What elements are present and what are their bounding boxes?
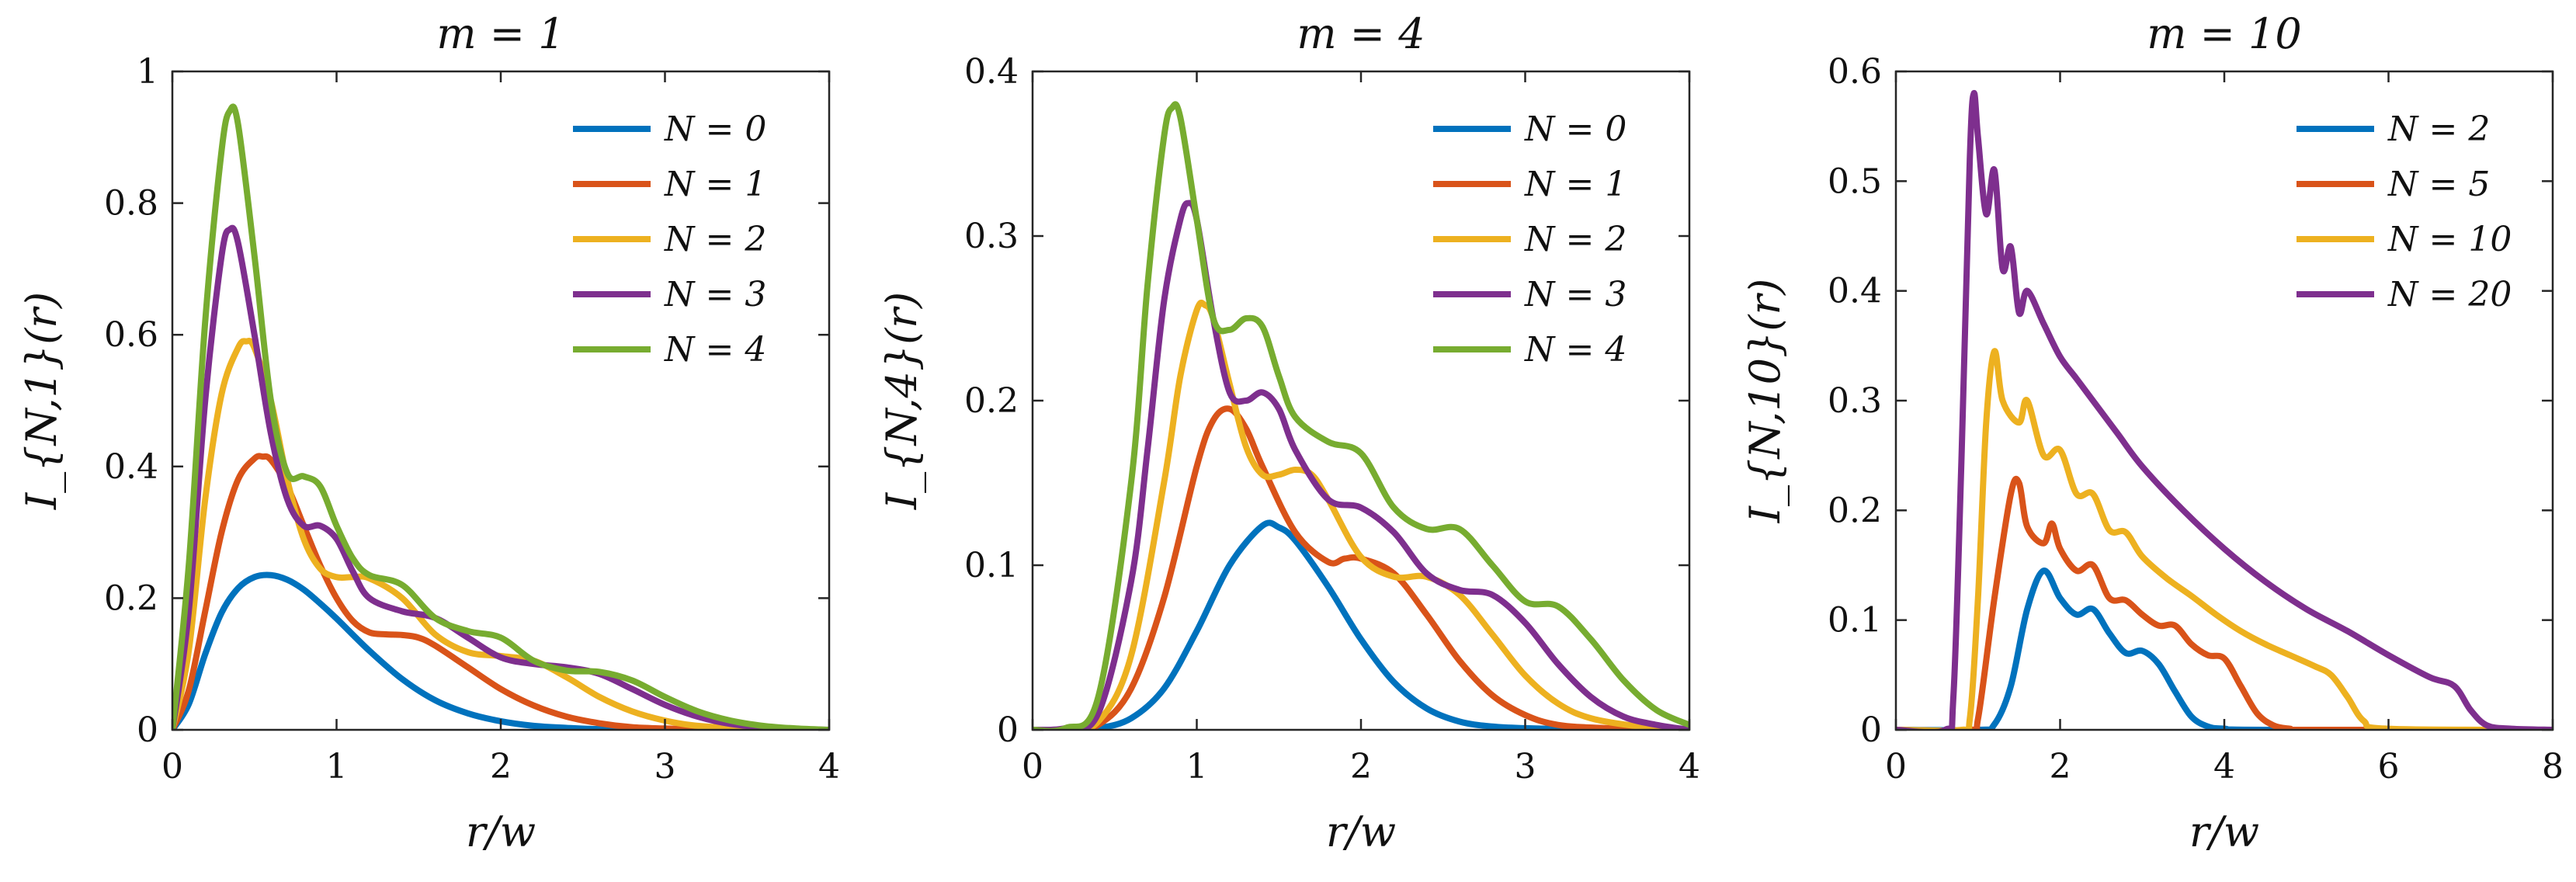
legend-label: N = 0 <box>1524 109 1626 149</box>
series-line-n-1 <box>172 453 829 730</box>
y-tick-label: 0.4 <box>964 52 1019 92</box>
series-line-n-20 <box>1896 90 2553 730</box>
x-tick-label: 3 <box>654 747 676 787</box>
x-tick-label: 4 <box>1679 747 1700 787</box>
y-axis-label: I_{N,1}(r) <box>17 292 66 510</box>
series-line-n-10 <box>1896 348 2553 730</box>
legend-label: N = 0 <box>664 109 766 149</box>
chart-title: m = 1 <box>436 9 564 58</box>
chart-panel-2: 0 1 2 3 4 0 0.1 0.2 0.3 0.4 m = 4 r/w I_{N,4}(r) N = … <box>877 9 1700 856</box>
y-tick-label: 0.2 <box>1828 491 1882 530</box>
x-tick-label: 1 <box>1186 747 1208 787</box>
x-tick-label: 3 <box>1515 747 1536 787</box>
y-axis-label: I_{N,4}(r) <box>877 292 926 510</box>
y-tick-label: 0.4 <box>1828 272 1882 311</box>
series-line-n-5 <box>1896 475 2553 730</box>
x-tick-label: 0 <box>1022 747 1043 787</box>
legend-label: N = 20 <box>2387 275 2512 314</box>
legend: N = 0 N = 1 N = 2 N = 3 N = 4 <box>1433 109 1626 370</box>
series-line-n-2 <box>1033 299 1689 730</box>
x-tick-label: 2 <box>2050 747 2071 787</box>
legend-label: N = 3 <box>664 275 766 314</box>
legend: N = 0 N = 1 N = 2 N = 3 N = 4 <box>573 109 766 370</box>
x-axis-label: r/w <box>466 807 536 856</box>
x-tick-label: 2 <box>490 747 512 787</box>
legend-label: N = 4 <box>664 330 766 370</box>
legend-label: N = 1 <box>664 165 766 204</box>
y-tick-label: 0.6 <box>104 315 158 355</box>
series-line-n-3 <box>172 224 829 730</box>
y-tick-label: 1 <box>137 52 158 92</box>
legend-label: N = 1 <box>1524 165 1626 204</box>
series-line-n-4 <box>172 103 829 730</box>
y-tick-label: 0.3 <box>964 217 1019 256</box>
series-line-n-0 <box>1033 519 1689 730</box>
y-tick-label: 0 <box>137 710 158 750</box>
x-tick-label: 4 <box>2213 747 2235 787</box>
legend: N = 2 N = 5 N = 10 N = 20 <box>2297 109 2512 314</box>
legend-label: N = 2 <box>1524 220 1626 259</box>
y-tick-label: 0.2 <box>964 381 1019 421</box>
legend-label: N = 3 <box>1524 275 1626 314</box>
y-tick-label: 0.3 <box>1828 381 1882 421</box>
legend-label: N = 5 <box>2387 165 2490 204</box>
series-line-n-2 <box>172 338 829 730</box>
legend-label: N = 2 <box>664 220 766 259</box>
y-tick-label: 0.6 <box>1828 52 1882 92</box>
x-axis-label: r/w <box>2189 807 2259 856</box>
y-tick-label: 0.8 <box>104 184 158 224</box>
y-tick-label: 0.1 <box>964 546 1019 585</box>
chart-panel-1: 0 1 2 3 4 0 0.2 0.4 0.6 0.8 1 m = 1 r/w I_{N,1}(r) N =… <box>17 9 840 856</box>
series-line-n-1 <box>1033 405 1689 730</box>
x-tick-label: 6 <box>2378 747 2400 787</box>
series-line-n-0 <box>172 571 829 730</box>
y-tick-label: 0.5 <box>1828 161 1882 201</box>
legend-label: N = 2 <box>2387 109 2490 149</box>
x-tick-label: 0 <box>161 747 183 787</box>
y-tick-label: 0.1 <box>1828 601 1882 641</box>
y-tick-label: 0 <box>997 710 1019 750</box>
chart-panel-3: 0 2 4 6 8 0 0.1 0.2 0.3 0.4 0.5 0.6 m = 10 r/w I_{N,10… <box>1741 9 2564 856</box>
series-line-n-3 <box>1033 200 1689 730</box>
legend-label: N = 4 <box>1524 330 1626 370</box>
chart-title: m = 10 <box>2147 9 2302 58</box>
series-line-n-4 <box>1033 101 1689 730</box>
legend-label: N = 10 <box>2387 220 2512 259</box>
x-tick-label: 2 <box>1350 747 1372 787</box>
y-tick-label: 0.2 <box>104 578 158 618</box>
x-axis-label: r/w <box>1326 807 1396 856</box>
x-tick-label: 4 <box>818 747 840 787</box>
y-tick-label: 0.4 <box>104 447 158 487</box>
y-axis-label: I_{N,10}(r) <box>1741 279 1790 524</box>
x-tick-label: 8 <box>2542 747 2564 787</box>
x-tick-label: 0 <box>1885 747 1907 787</box>
y-tick-label: 0 <box>1860 710 1882 750</box>
chart-title: m = 4 <box>1297 9 1425 58</box>
x-tick-label: 1 <box>326 747 348 787</box>
